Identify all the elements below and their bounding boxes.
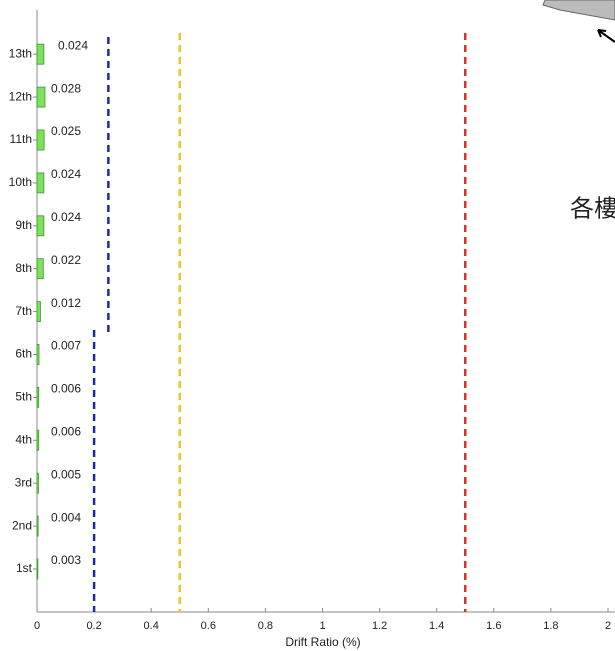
y-tick-label: 9th — [15, 218, 32, 232]
bar — [36, 429, 40, 451]
x-tick-label: 1.8 — [543, 620, 558, 632]
cropped-shape — [542, 0, 615, 21]
bar — [36, 86, 46, 108]
y-tick-label: 7th — [15, 304, 32, 318]
value-label: 0.022 — [51, 253, 81, 267]
x-tick-label: 0.4 — [144, 620, 159, 632]
x-tick-label: 0.6 — [201, 620, 216, 632]
arrow — [597, 29, 615, 43]
x-tick-label: 2 — [605, 620, 611, 632]
y-tick-label: 1st — [16, 561, 33, 575]
y-tick-label: 3rd — [15, 475, 32, 489]
annotation: 各樓 — [570, 195, 615, 223]
bar — [36, 129, 45, 151]
value-label: 0.005 — [51, 467, 81, 481]
value-label: 0.003 — [51, 553, 81, 567]
x-tick-label: 1.6 — [486, 620, 501, 632]
x-tick-label: 1 — [319, 620, 325, 632]
value-label: 0.025 — [51, 124, 81, 138]
x-tick-label: 0.8 — [258, 620, 273, 632]
y-tick-label: 6th — [15, 347, 32, 361]
bar — [36, 472, 39, 494]
y-tick-label: 12th — [9, 89, 32, 103]
x-tick-label: 1.4 — [429, 620, 444, 632]
value-label: 0.006 — [51, 424, 81, 438]
bar — [36, 515, 39, 537]
y-tick-label: 11th — [10, 132, 32, 146]
bar — [36, 301, 41, 323]
x-axis-label: Drift Ratio (%) — [285, 635, 360, 649]
bar — [36, 172, 45, 194]
value-label: 0.024 — [58, 38, 88, 52]
x-tick-label: 0 — [34, 620, 40, 632]
bar — [36, 258, 44, 280]
bar — [36, 215, 45, 237]
y-tick-label: 5th — [15, 390, 32, 404]
value-label: 0.007 — [51, 339, 81, 353]
value-label: 0.012 — [51, 296, 81, 310]
x-tick-label: 0.2 — [86, 620, 101, 632]
bar — [36, 344, 40, 365]
value-label: 0.028 — [51, 81, 81, 95]
y-tick-label: 8th — [15, 261, 32, 275]
y-tick-label: 13th — [9, 46, 32, 60]
y-tick-label: 2nd — [12, 518, 32, 532]
bar — [36, 386, 40, 408]
value-label: 0.024 — [51, 210, 81, 224]
y-tick-label: 4th — [15, 432, 32, 446]
bar — [36, 558, 39, 580]
value-label: 0.024 — [51, 167, 81, 181]
value-label: 0.006 — [51, 382, 81, 396]
value-label: 0.004 — [51, 510, 81, 524]
x-tick-label: 1.2 — [372, 620, 387, 632]
bar — [36, 43, 45, 65]
y-tick-label: 10th — [9, 175, 32, 189]
